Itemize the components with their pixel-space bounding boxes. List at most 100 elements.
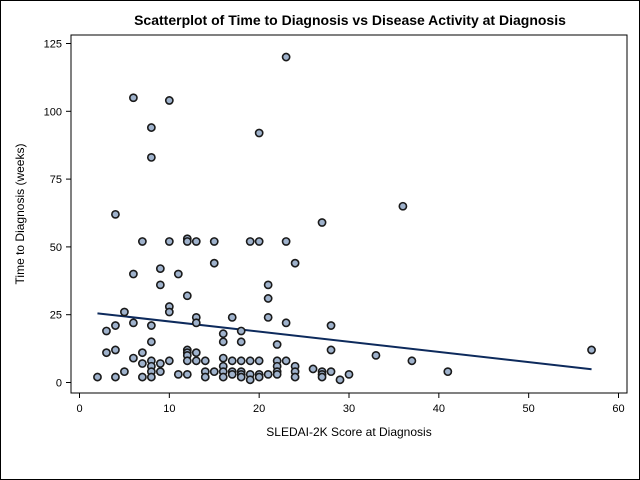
y-tick-label: 75 xyxy=(50,174,62,186)
data-point xyxy=(326,321,336,330)
data-point xyxy=(218,329,228,339)
data-point xyxy=(317,372,327,382)
x-tick-label: 20 xyxy=(253,403,265,415)
data-point xyxy=(164,96,174,105)
y-tick-label: 25 xyxy=(50,310,62,322)
data-point xyxy=(344,369,354,379)
data-point xyxy=(245,237,255,246)
data-point xyxy=(587,345,596,355)
data-point xyxy=(120,307,129,317)
data-point xyxy=(164,356,174,366)
x-tick-label: 0 xyxy=(76,403,82,415)
data-point xyxy=(173,269,183,279)
data-point xyxy=(191,356,201,366)
data-point xyxy=(182,369,192,379)
data-point xyxy=(111,321,120,330)
data-point xyxy=(173,369,183,379)
data-point xyxy=(191,318,201,328)
data-point xyxy=(120,367,129,377)
data-point xyxy=(182,291,192,301)
data-point xyxy=(227,356,237,366)
data-point xyxy=(182,237,192,246)
data-point xyxy=(281,356,291,366)
y-tick-label: 0 xyxy=(56,378,62,390)
y-tick-label: 125 xyxy=(44,39,62,51)
data-point xyxy=(272,340,282,349)
data-point xyxy=(263,280,273,290)
data-point xyxy=(137,372,147,382)
data-point xyxy=(155,280,165,290)
x-tick-label: 50 xyxy=(523,403,535,415)
data-point xyxy=(245,356,255,366)
ticks-layer: 0 10 20 30 40 50 60 0 25 50 75 100 125 xyxy=(44,39,625,416)
data-point xyxy=(200,372,210,382)
data-point xyxy=(218,337,228,347)
data-point xyxy=(326,367,336,377)
data-point xyxy=(308,364,318,374)
data-point xyxy=(326,345,336,355)
data-point xyxy=(111,209,120,219)
x-tick-label: 60 xyxy=(612,403,624,415)
data-point xyxy=(290,258,300,268)
data-point xyxy=(371,350,381,360)
data-point xyxy=(111,345,120,355)
data-point xyxy=(317,218,327,227)
data-point xyxy=(236,337,246,347)
data-point xyxy=(146,337,156,347)
data-point xyxy=(263,313,273,322)
data-point xyxy=(128,93,138,103)
y-axis-label: Time to Diagnosis (weeks) xyxy=(13,144,27,285)
data-point xyxy=(272,369,282,379)
data-point xyxy=(254,372,264,382)
data-point xyxy=(93,372,102,382)
data-point xyxy=(137,359,147,368)
data-point xyxy=(281,237,291,246)
data-point xyxy=(245,375,255,385)
data-point xyxy=(155,359,165,368)
data-point xyxy=(407,356,417,366)
data-point xyxy=(137,348,147,358)
data-point xyxy=(164,307,174,317)
data-point xyxy=(191,348,201,358)
data-point xyxy=(254,356,264,366)
data-point xyxy=(254,128,264,138)
data-point xyxy=(128,318,138,328)
y-tick-label: 50 xyxy=(50,242,62,254)
points-layer xyxy=(93,52,596,385)
data-point xyxy=(155,367,165,377)
x-tick-label: 30 xyxy=(343,403,355,415)
trend-line xyxy=(97,312,592,371)
data-point xyxy=(128,353,138,363)
data-point xyxy=(236,372,246,382)
data-point xyxy=(263,294,273,303)
data-point xyxy=(236,326,246,336)
data-point xyxy=(111,372,120,382)
data-point xyxy=(155,264,165,273)
data-point xyxy=(218,372,228,382)
data-point xyxy=(209,237,219,246)
data-point xyxy=(263,369,273,379)
x-axis-label: SLEDAI-2K Score at Diagnosis xyxy=(266,425,431,439)
data-point xyxy=(146,372,156,382)
data-point xyxy=(146,321,156,330)
x-tick-label: 40 xyxy=(433,403,445,415)
data-point xyxy=(102,326,111,336)
data-point xyxy=(137,237,147,246)
data-point xyxy=(146,153,156,162)
y-tick-label: 100 xyxy=(44,106,62,118)
chart-title: Scatterplot of Time to Diagnosis vs Dise… xyxy=(134,12,566,28)
data-point xyxy=(218,353,228,363)
data-point xyxy=(227,369,237,379)
trendline-layer xyxy=(97,312,592,371)
data-point xyxy=(281,318,291,328)
data-point xyxy=(128,269,138,279)
data-point xyxy=(209,258,219,268)
data-point xyxy=(182,356,192,366)
data-point xyxy=(102,348,111,358)
data-point xyxy=(227,313,237,322)
data-point xyxy=(335,375,345,385)
data-point xyxy=(191,237,201,246)
data-point xyxy=(236,356,246,366)
